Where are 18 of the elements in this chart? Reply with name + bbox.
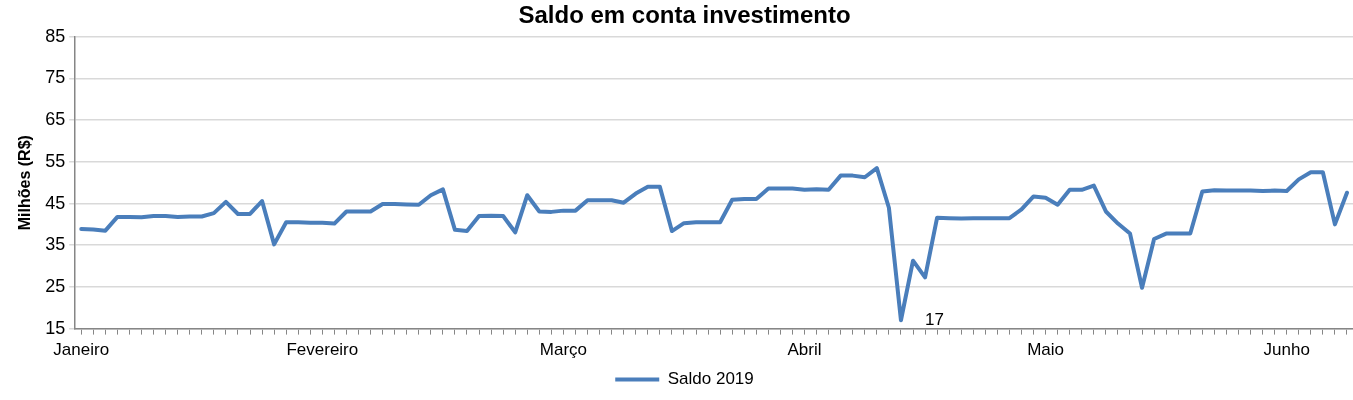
x-tick-label: Junho <box>1263 340 1310 360</box>
y-tick-label: 45 <box>45 192 66 213</box>
x-tick-label: Janeiro <box>53 340 110 360</box>
y-tick-label: 25 <box>45 275 66 296</box>
x-tick-label: Maio <box>1027 340 1065 360</box>
x-tick-label: Março <box>539 340 588 360</box>
y-tick-label: 35 <box>45 234 66 255</box>
y-tick-label: 75 <box>45 67 66 88</box>
y-tick-label: 55 <box>45 150 66 171</box>
x-tick-label: Abril <box>787 340 822 360</box>
y-tick-label: 15 <box>45 317 66 338</box>
x-tick-label: Fevereiro <box>286 340 359 360</box>
data-label: 17 <box>924 309 944 329</box>
legend-label: Saldo 2019 <box>667 369 754 389</box>
chart-title: Saldo em conta investimento <box>518 1 851 29</box>
y-tick-label: 85 <box>45 25 66 46</box>
y-tick-label: 65 <box>45 109 66 130</box>
y-axis-title: Milhões (R$) <box>16 135 34 231</box>
